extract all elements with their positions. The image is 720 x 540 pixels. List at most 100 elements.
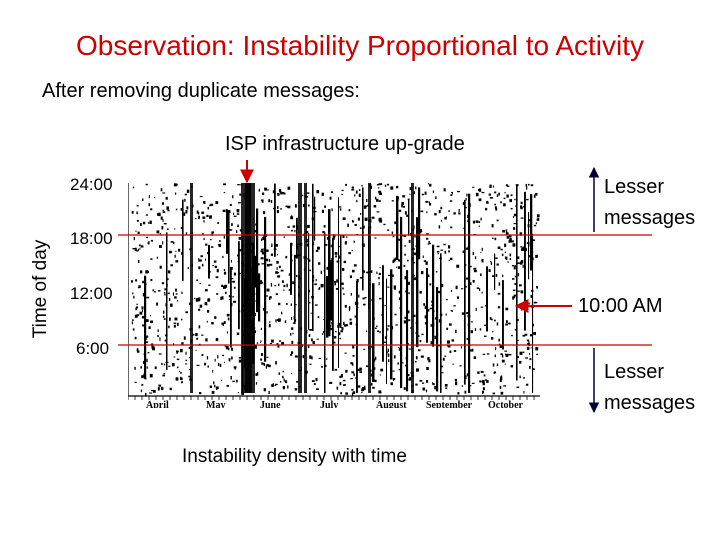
density-dot [508,353,512,356]
density-dot [154,366,157,370]
density-dot [508,234,512,238]
density-dot [530,347,532,349]
density-dot [307,345,310,349]
density-dot [268,390,270,394]
density-dot [148,221,150,224]
density-dot [532,323,534,327]
isp-upgrade-label: ISP infrastructure up-grade [225,133,465,155]
density-dot [163,292,166,294]
density-dot [220,296,222,301]
density-dot [461,312,465,315]
density-dot [341,193,343,196]
density-dot [287,205,291,209]
density-dot [435,378,438,380]
density-dot [379,219,383,223]
density-dot [311,338,313,342]
density-dot [408,348,412,350]
density-dot [340,282,344,285]
density-dot [362,297,365,300]
density-dot [277,275,281,278]
density-dot [434,335,438,340]
density-dot [364,388,366,391]
density-dot [226,331,228,334]
density-dot [528,341,530,345]
density-dot [526,198,529,201]
density-dot [266,258,269,262]
density-dot [519,232,523,236]
density-dot [509,199,512,203]
density-dot [138,285,141,287]
density-dot [168,325,170,329]
density-dot [290,303,292,306]
density-dot [173,356,176,358]
density-dot [254,330,256,334]
density-dot [136,314,140,317]
density-dot [148,326,151,330]
density-dot [199,283,202,285]
density-dot [494,203,496,206]
density-dot [500,391,504,395]
density-dot [495,273,498,277]
density-dot [323,225,326,228]
density-dot [479,328,482,331]
density-dot [223,321,226,324]
density-dot [396,266,398,268]
density-dot [523,205,526,208]
density-dot [478,188,482,192]
density-dot [261,362,264,365]
density-dot [354,194,356,197]
density-dot [399,307,401,309]
density-dot [521,304,524,307]
density-dot [271,243,273,247]
density-dot [440,219,443,222]
density-dot [498,282,501,286]
density-dot [532,368,535,370]
density-dot [443,243,446,246]
density-dot [473,281,475,283]
density-dot [343,324,347,327]
slide-subtitle: After removing duplicate messages: [42,80,360,102]
density-dot [389,283,392,285]
density-dot [390,186,394,190]
density-dot [494,319,496,322]
density-dot [161,282,165,285]
density-dot [183,336,186,340]
density-dot [512,216,514,218]
density-dot [387,327,389,331]
density-dot [167,228,169,231]
density-dot [511,334,513,337]
density-dot [404,316,407,319]
density-dot [509,258,512,260]
density-dot [473,270,477,273]
density-dot [497,306,501,309]
density-dot [404,253,406,256]
density-dot [206,303,208,306]
density-dot [452,363,454,365]
density-dot [237,392,239,394]
density-dot [329,381,333,384]
density-dot [187,267,189,270]
density-dot [491,337,494,340]
density-dot [481,259,484,263]
density-dot [324,205,326,208]
density-dot [266,288,270,292]
density-dot [290,216,294,220]
density-dot [156,302,158,306]
density-dot [152,348,155,350]
density-dot [415,186,417,190]
density-dot [324,243,328,246]
density-dot [465,286,467,288]
density-dot [351,249,353,251]
density-dot [407,374,410,377]
density-dot [508,239,512,243]
month-label-september: September [426,400,473,408]
density-dot [223,285,226,289]
density-streak [166,232,168,370]
density-dot [415,361,417,363]
density-dot [317,246,320,250]
density-dot [236,213,240,215]
density-dot [520,201,523,205]
density-dot [398,349,402,351]
density-dot [364,217,368,221]
density-dot [364,205,367,207]
